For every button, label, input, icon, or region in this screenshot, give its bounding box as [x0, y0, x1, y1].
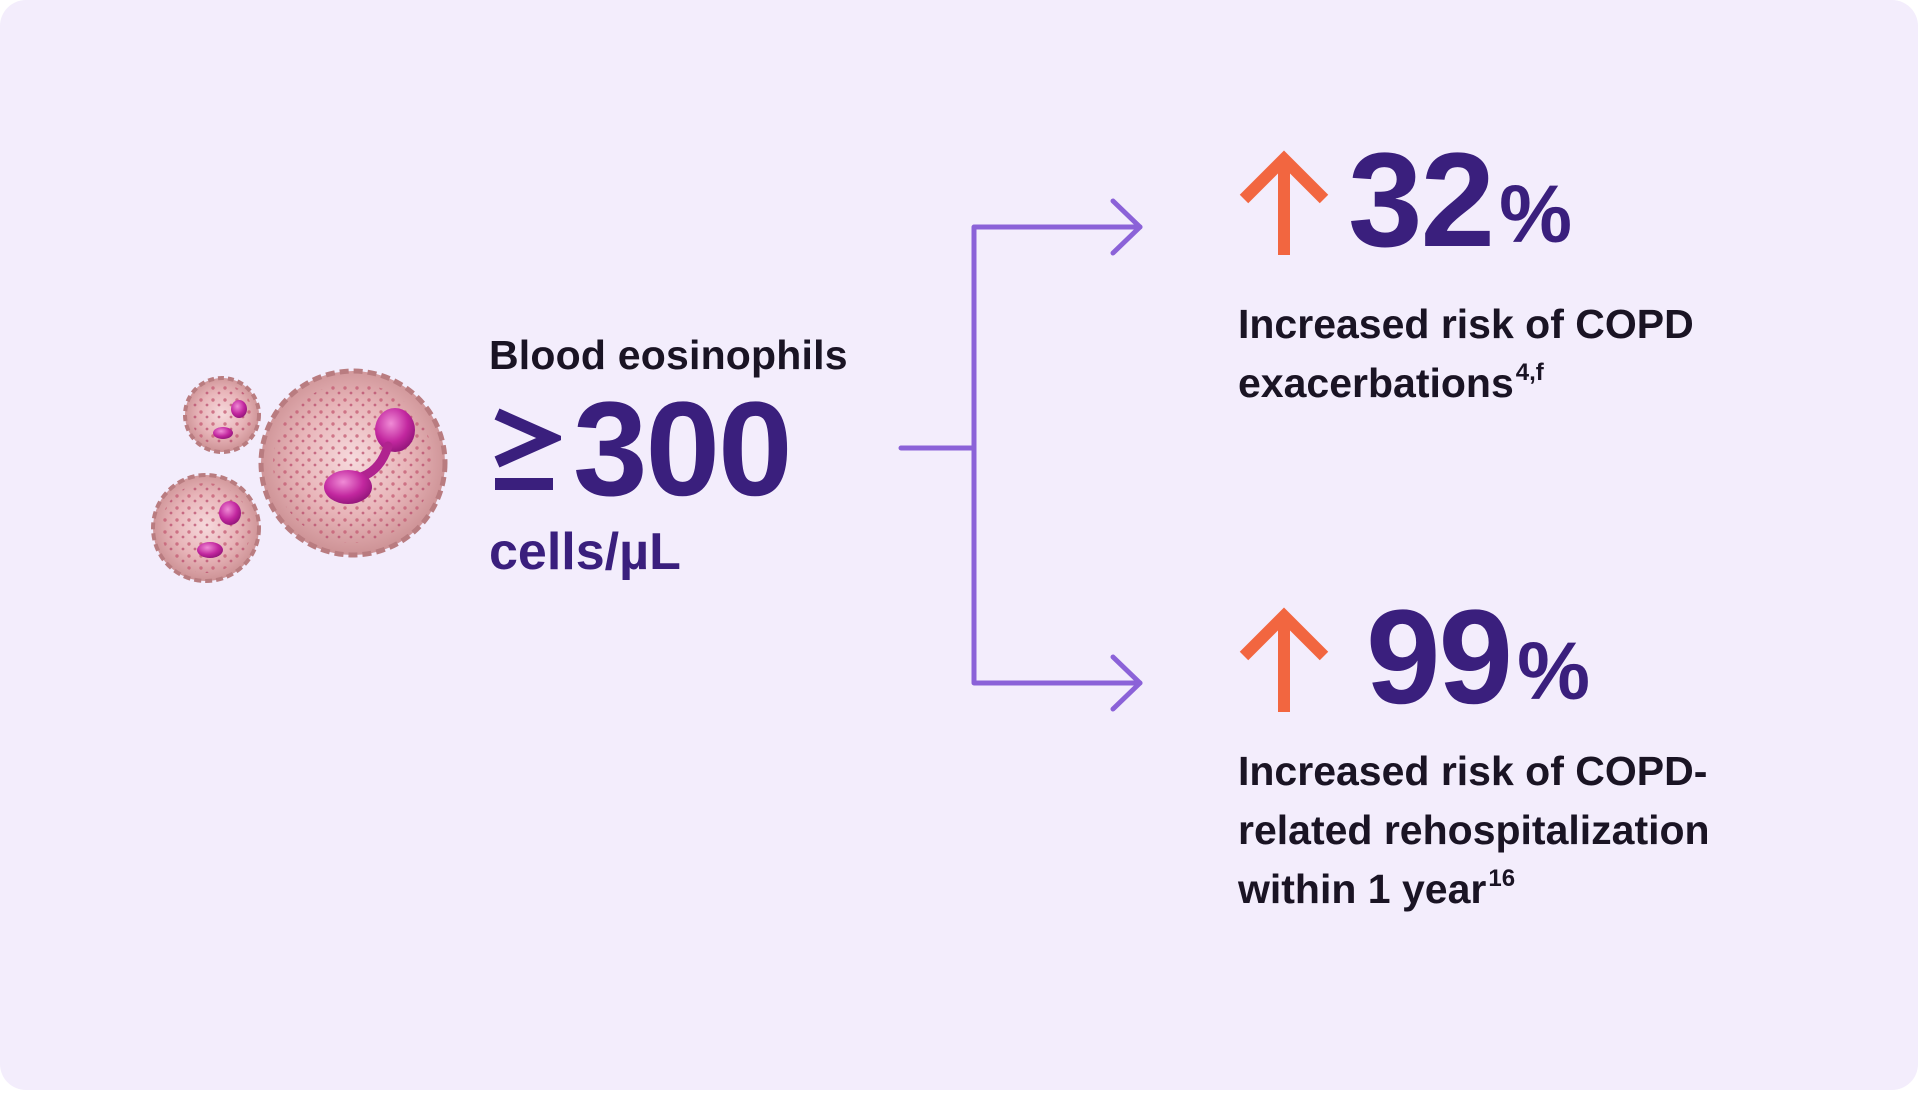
threshold-row: 300	[489, 380, 909, 520]
footnote-reference: 16	[1488, 865, 1516, 892]
eosinophil-threshold: Blood eosinophils 300 cells/µL	[489, 326, 909, 582]
percent-sign: %	[1499, 169, 1572, 260]
threshold-value: 300	[573, 375, 793, 524]
stat-description-text: Increased risk of COPD-related rehospita…	[1238, 748, 1710, 912]
stat-value: 32%	[1348, 131, 1572, 285]
footnote-reference: 4,f	[1515, 359, 1544, 386]
up-arrow-icon	[1239, 150, 1329, 255]
percent-sign: %	[1517, 626, 1590, 717]
stat-exacerbations: 32% Increased risk of COPD exacerbations…	[1238, 131, 1798, 413]
connector-arrowhead-top	[1110, 198, 1143, 256]
stat-description: Increased risk of COPD exacerbations4,f	[1238, 295, 1798, 413]
connector-bracket	[971, 224, 1143, 686]
stat-header: 99%	[1238, 588, 1798, 730]
stat-number: 99	[1366, 583, 1513, 732]
stat-description: Increased risk of COPD-related rehospita…	[1238, 742, 1798, 919]
threshold-unit: cells/µL	[489, 523, 681, 581]
eosinophil-cells-icon	[150, 360, 460, 600]
bracket-connector	[895, 195, 1155, 715]
eosinophil-label: Blood eosinophils	[489, 332, 848, 378]
stat-description-text: Increased risk of COPD exacerbations	[1238, 301, 1694, 406]
connector-arrowhead-bottom	[1110, 654, 1143, 712]
stat-number: 32	[1348, 126, 1495, 275]
stat-value: 99%	[1366, 588, 1590, 742]
greater-than-or-equal-icon	[494, 408, 561, 490]
up-arrow-icon	[1239, 607, 1329, 712]
stat-rehospitalization: 99% Increased risk of COPD-related rehos…	[1238, 588, 1798, 919]
stat-header: 32%	[1238, 131, 1798, 273]
